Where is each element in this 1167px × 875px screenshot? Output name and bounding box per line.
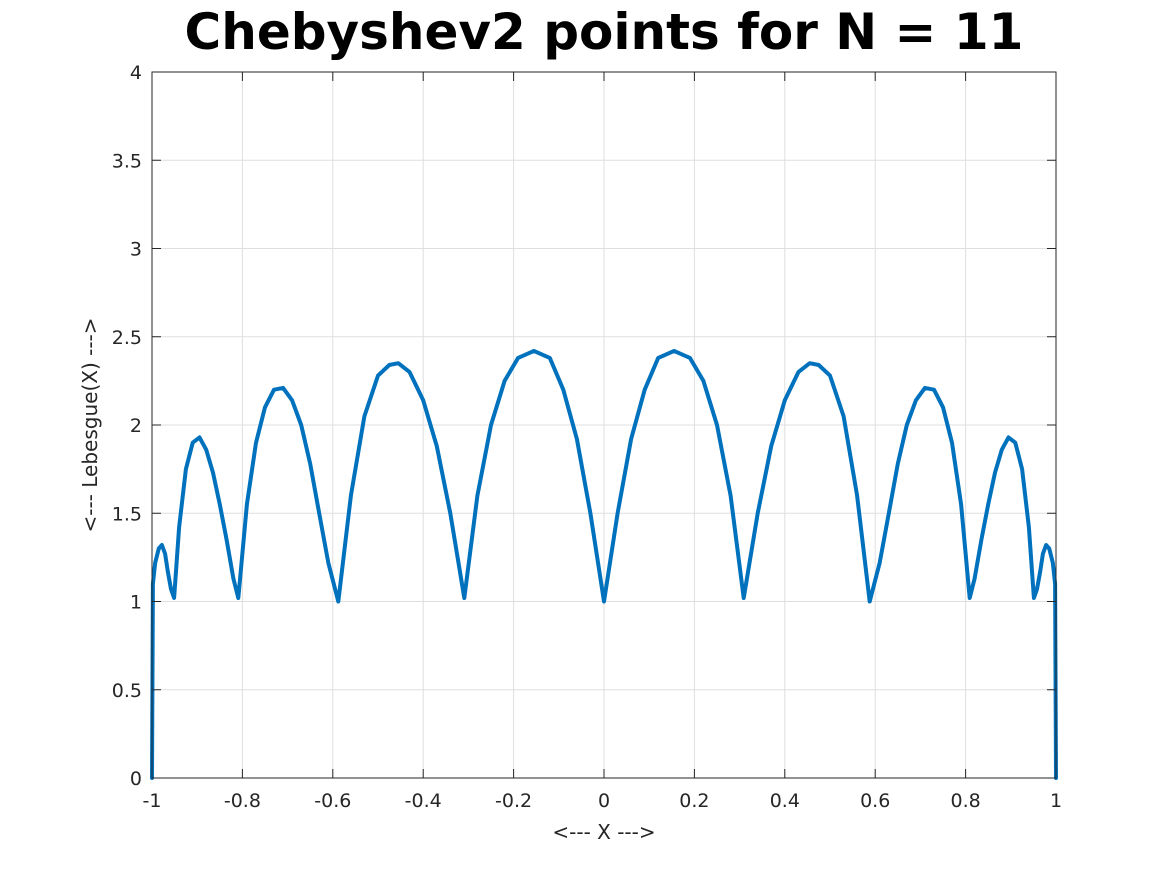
y-tick-label: 2 [130,415,142,437]
plot-area [150,71,1058,780]
y-axis-label: <--- Lebesgue(X) ---> [78,317,102,532]
lebesgue-line [150,348,1058,780]
y-tick-label: 0 [130,768,142,790]
y-tick-label: 4 [130,62,142,84]
y-tick-label: 1 [130,592,142,614]
y-tick-label: 3.5 [112,150,142,172]
series-layer [150,348,1058,780]
y-tick-label: 3 [130,239,142,261]
chart-title: Chebyshev2 points for N = 11 [185,3,1024,61]
x-tick-label: 0.2 [679,790,709,812]
x-tick-label: 0.4 [770,790,800,812]
x-tick-label: 0.8 [950,790,980,812]
x-axis-label: <--- X ---> [552,820,655,844]
x-tick-label: -0.2 [495,790,532,812]
x-tick-label: -0.6 [314,790,351,812]
x-tick-label: -0.4 [405,790,442,812]
x-tick-label: -1 [143,790,162,812]
y-tick-labels: 0 0.5 1 1.5 2 2.5 3 3.5 4 [112,62,142,790]
y-tick-label: 0.5 [112,680,142,702]
x-tick-label: 1 [1050,790,1062,812]
x-tick-label: 0 [598,790,610,812]
x-tick-labels: -1 -0.8 -0.6 -0.4 -0.2 0 0.2 0.4 0.6 0.8 1 [143,790,1063,812]
x-tick-label: -0.8 [224,790,261,812]
y-tick-label: 2.5 [112,327,142,349]
y-tick-label: 1.5 [112,503,142,525]
x-tick-label: 0.6 [860,790,890,812]
tick-marks [151,71,1057,779]
